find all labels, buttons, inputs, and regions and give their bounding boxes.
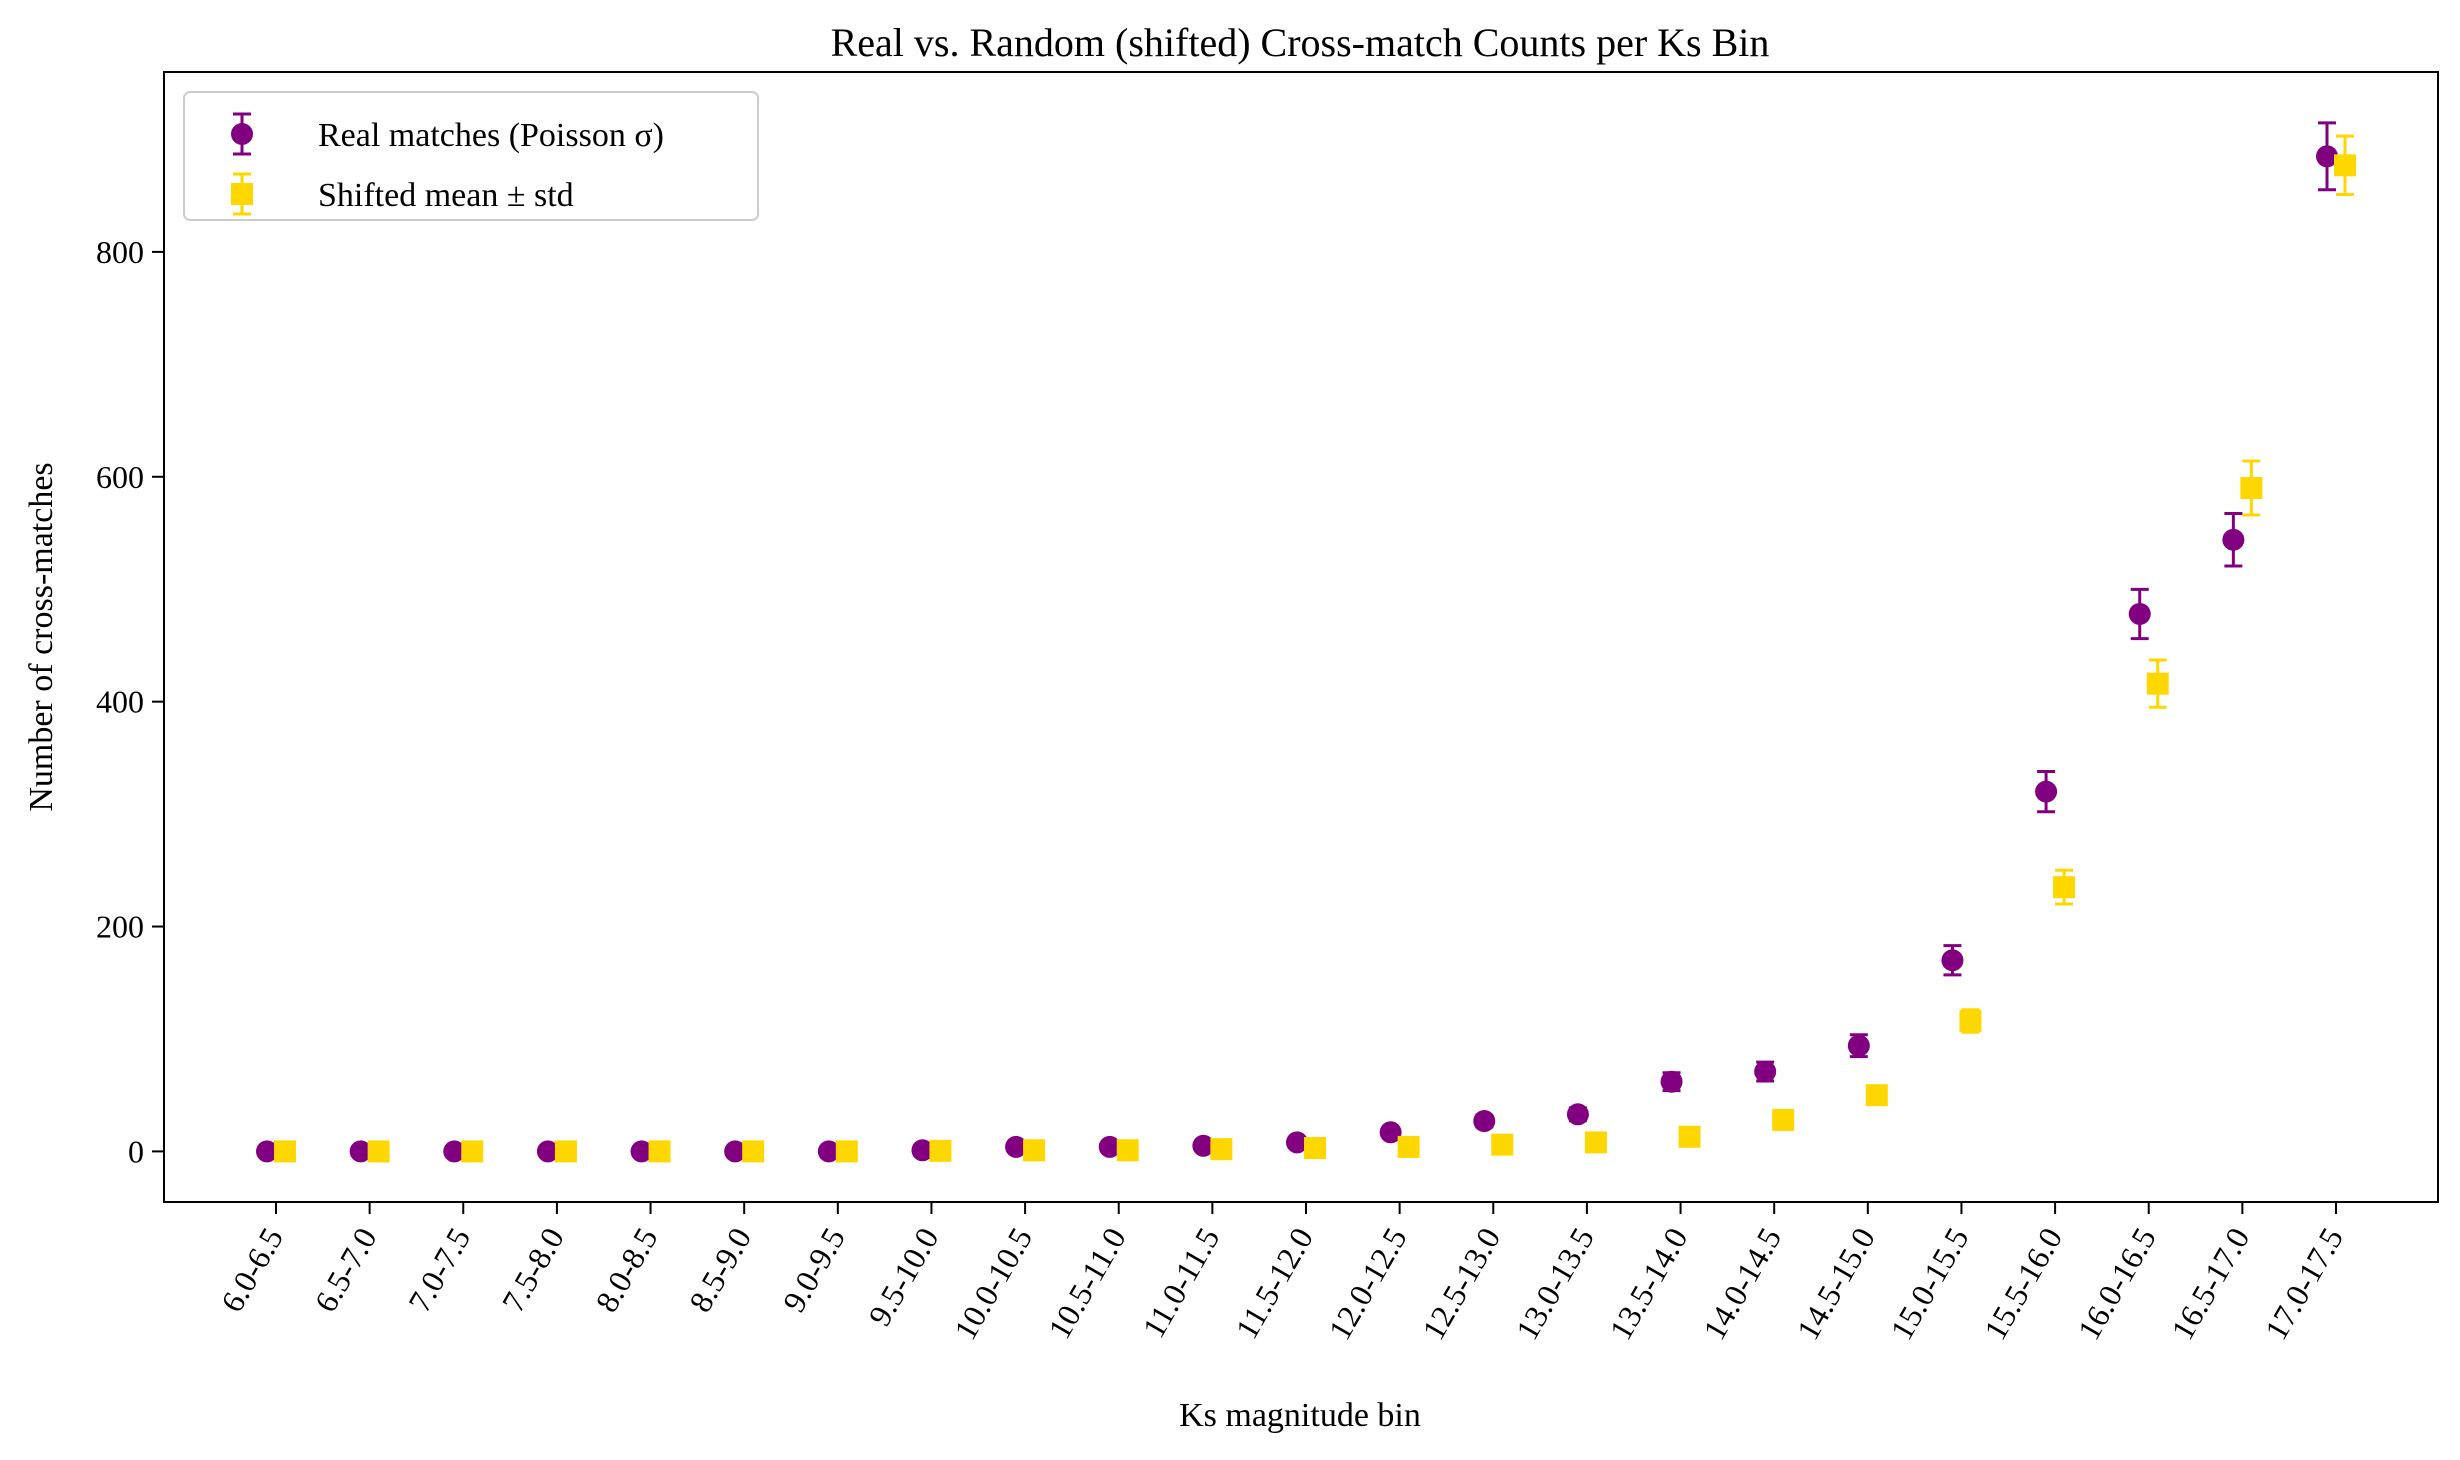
x-tick-label: 6.0-6.5	[214, 1222, 291, 1319]
y-tick-label: 800	[96, 234, 144, 270]
chart-title: Real vs. Random (shifted) Cross-match Co…	[831, 20, 1770, 65]
x-tick-label: 15.0-15.5	[1883, 1222, 1976, 1346]
data-point-real	[1473, 1110, 1496, 1133]
data-point-shifted	[1023, 1139, 1046, 1162]
legend-entry-real-matches: Real matches (Poisson σ)	[231, 112, 664, 156]
data-point-shifted	[274, 1140, 296, 1163]
data-point-shifted	[1678, 1125, 1701, 1148]
y-axis-label: Number of cross-matches	[23, 462, 60, 811]
data-point-real	[1566, 1103, 1589, 1126]
data-point-shifted	[1865, 1084, 1888, 1107]
data-point-shifted	[2240, 477, 2263, 500]
data-point-shifted	[1584, 1131, 1607, 1154]
x-tick-label: 9.0-9.5	[775, 1222, 852, 1319]
y-tick-label: 200	[96, 909, 144, 945]
data-point-real	[817, 1140, 840, 1163]
data-point-shifted	[1491, 1133, 1514, 1156]
data-point-shifted	[929, 1139, 952, 1162]
data-point-shifted	[461, 1140, 484, 1163]
x-tick-label: 14.0-14.5	[1696, 1222, 1789, 1346]
data-point-real	[256, 1140, 278, 1163]
x-tick-label: 16.5-17.0	[2164, 1222, 2257, 1346]
x-axis-label: Ks magnitude bin	[1179, 1397, 1421, 1434]
data-point-real	[2035, 780, 2058, 803]
x-tick-label: 6.5-7.0	[307, 1222, 384, 1319]
data-point-shifted	[1116, 1139, 1139, 1162]
data-point-shifted	[2334, 154, 2356, 177]
legend: Real matches (Poisson σ) Shifted mean ± s…	[183, 91, 759, 221]
data-point-shifted	[1397, 1135, 1420, 1158]
legend-marker-square	[231, 183, 253, 205]
x-tick-label: 11.5-12.0	[1228, 1222, 1320, 1345]
data-point-real	[2128, 602, 2151, 625]
x-tick-label: 13.0-13.5	[1508, 1222, 1601, 1346]
data-point-real	[1379, 1121, 1402, 1144]
x-axis: 6.0-6.5 6.5-7.0 7.0-7.5 7.5-8.0 8.0-8.5 8.5-9…	[214, 1202, 2351, 1346]
data-point-shifted	[835, 1140, 858, 1163]
y-tick-label: 400	[96, 684, 144, 720]
data-point-real	[1192, 1134, 1215, 1157]
series-real-matches	[256, 121, 2338, 1163]
data-point-shifted	[1210, 1138, 1233, 1161]
data-point-real	[724, 1140, 747, 1163]
legend-entry-shifted-mean: Shifted mean ± std	[231, 172, 574, 216]
data-point-shifted	[1772, 1108, 1795, 1131]
data-point-real	[1847, 1034, 1870, 1057]
x-tick-label: 16.0-16.5	[2070, 1222, 2163, 1346]
x-tick-label: 11.0-11.5	[1135, 1222, 1226, 1344]
legend-marker-circle	[231, 123, 253, 145]
x-tick-label: 13.5-14.0	[1602, 1222, 1695, 1346]
plot-area-frame	[163, 71, 2439, 1203]
x-tick-label: 14.5-15.0	[1789, 1222, 1882, 1346]
legend-label: Real matches (Poisson σ)	[318, 117, 664, 154]
x-tick-label: 10.5-11.0	[1041, 1222, 1133, 1345]
x-tick-label: 17.0-17.5	[2258, 1222, 2351, 1346]
data-point-real	[1754, 1060, 1777, 1083]
y-tick-label: 0	[128, 1133, 144, 1169]
data-point-real	[2222, 528, 2245, 551]
x-tick-label: 10.0-10.5	[947, 1222, 1040, 1346]
data-point-real	[1286, 1131, 1308, 1154]
data-point-real	[1098, 1135, 1121, 1158]
data-point-shifted	[367, 1140, 390, 1163]
data-point-shifted	[554, 1140, 577, 1163]
x-tick-label: 8.5-9.0	[682, 1222, 759, 1319]
data-point-real	[443, 1140, 466, 1163]
legend-label: Shifted mean ± std	[318, 177, 574, 214]
data-point-shifted	[742, 1140, 765, 1163]
data-point-shifted	[2146, 672, 2169, 695]
x-tick-label: 12.0-12.5	[1321, 1222, 1414, 1346]
data-point-real	[911, 1139, 934, 1162]
x-tick-label: 7.5-8.0	[494, 1222, 571, 1319]
series-shifted-mean	[274, 134, 2356, 1163]
y-tick-label: 600	[96, 459, 144, 495]
x-tick-label: 15.5-16.0	[1977, 1222, 2070, 1346]
x-tick-label: 9.5-10.0	[861, 1222, 946, 1332]
data-point-shifted	[2053, 876, 2076, 899]
x-tick-label: 7.0-7.5	[401, 1222, 478, 1319]
data-point-real	[349, 1140, 372, 1163]
data-point-shifted	[1304, 1137, 1326, 1160]
data-point-shifted	[1959, 1009, 1982, 1032]
x-tick-label: 8.0-8.5	[588, 1222, 665, 1319]
x-tick-label: 12.5-13.0	[1415, 1222, 1508, 1346]
data-point-real	[1941, 949, 1964, 972]
data-point-real	[2316, 145, 2338, 168]
series-layer	[256, 121, 2356, 1163]
legend-frame	[183, 91, 759, 221]
y-axis: 0 200 400 600 800	[96, 234, 164, 1169]
data-point-real	[630, 1140, 653, 1163]
data-point-real	[536, 1140, 559, 1163]
data-point-real	[1660, 1070, 1683, 1093]
data-point-real	[1005, 1135, 1028, 1158]
data-point-shifted	[648, 1140, 671, 1163]
